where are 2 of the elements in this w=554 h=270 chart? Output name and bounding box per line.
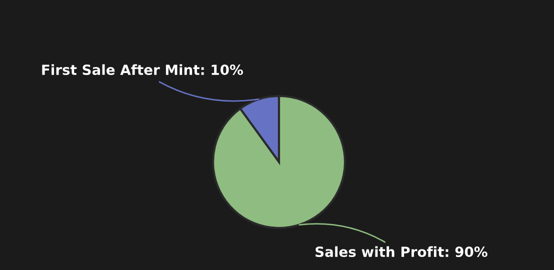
slice-label: Sales with Profit: 90% xyxy=(316,246,488,258)
slice-label: First Sale After Mint: 10% xyxy=(42,64,243,76)
